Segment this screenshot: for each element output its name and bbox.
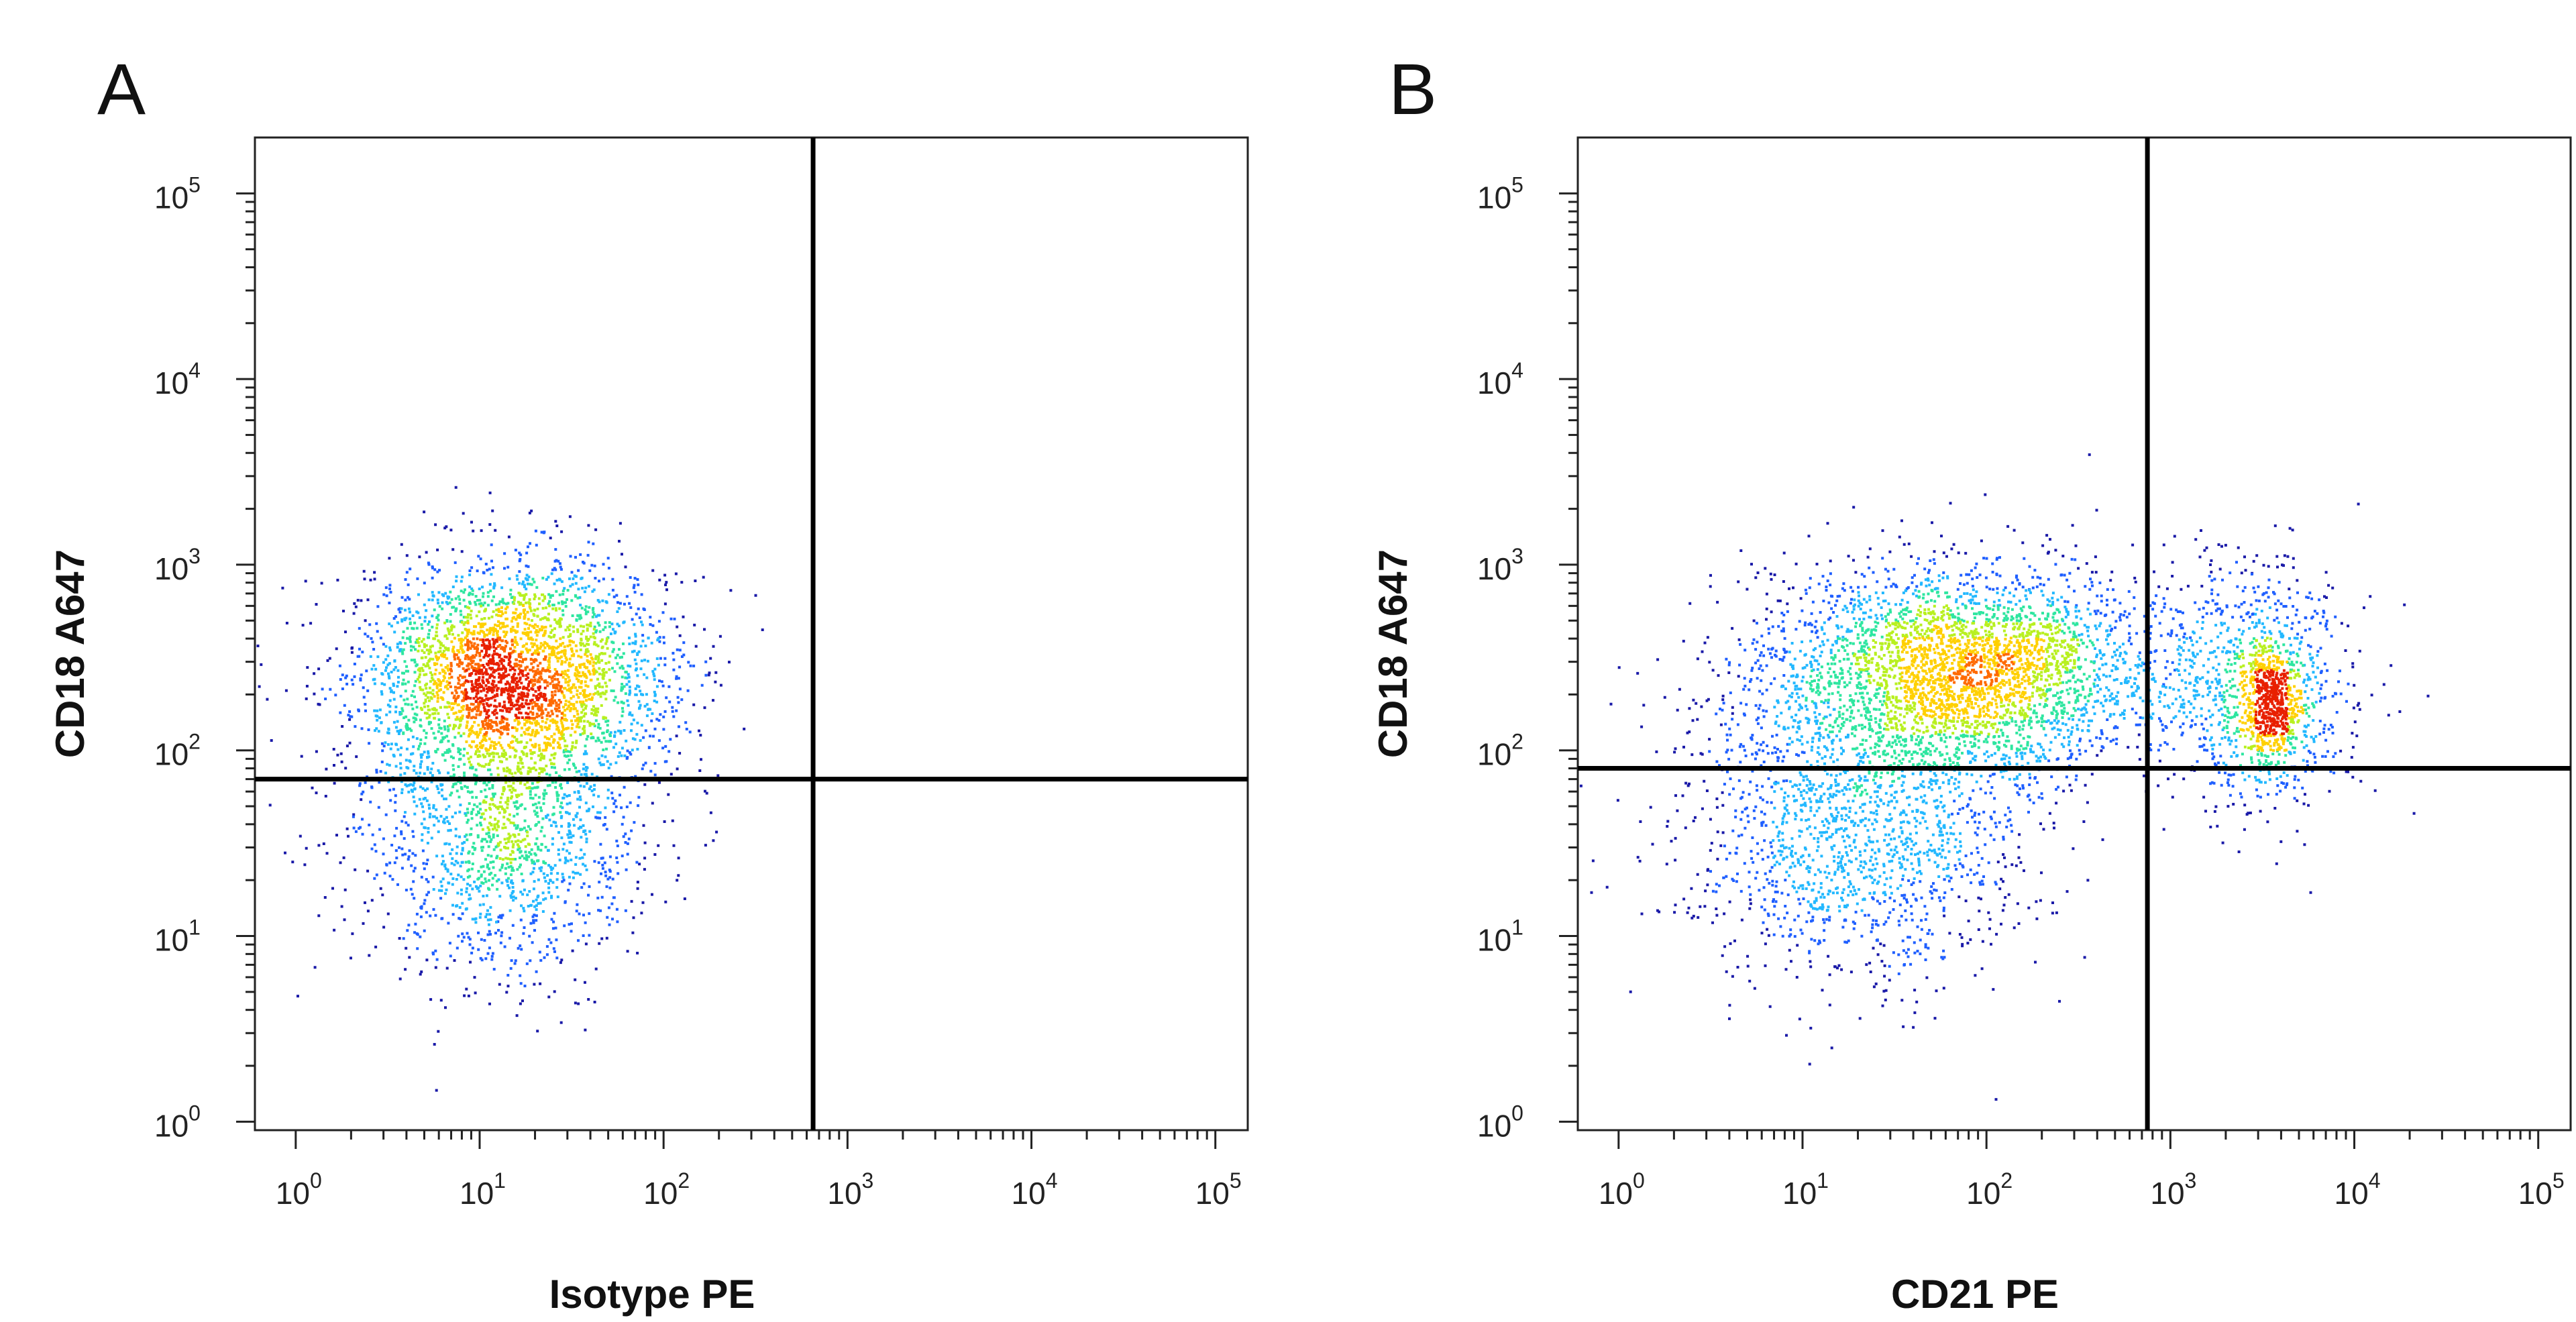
event-dots bbox=[1579, 453, 2430, 1101]
y-tick-label: 101 bbox=[154, 916, 201, 958]
x-tick-label: 104 bbox=[1012, 1168, 1058, 1211]
event-density-band-6 bbox=[448, 637, 564, 736]
y-tick-label: 105 bbox=[154, 172, 201, 215]
event-density-band-6 bbox=[1948, 653, 2015, 687]
x-tick-label: 102 bbox=[643, 1168, 690, 1211]
event-density-band-2 bbox=[1772, 574, 2321, 913]
panel-b-plot: B 100 101 102 103 104 105 100 101 102 103 104 105 CD2… bbox=[1371, 48, 2572, 1317]
y-tick-label: 101 bbox=[1477, 916, 1523, 958]
y-tick-label: 105 bbox=[1477, 172, 1523, 215]
y-tick-label: 103 bbox=[154, 544, 201, 586]
x-tick-label: 100 bbox=[1599, 1168, 1645, 1211]
event-density-band-2 bbox=[369, 572, 660, 926]
x-axis-title: CD21 PE bbox=[1891, 1272, 2059, 1317]
y-axis-title: CD18 A647 bbox=[1371, 549, 1415, 758]
y-tick-label: 102 bbox=[154, 730, 201, 772]
x-tick-label: 101 bbox=[460, 1168, 506, 1211]
event-density-band-7 bbox=[2254, 669, 2289, 736]
x-tick-label: 105 bbox=[2518, 1168, 2565, 1211]
x-tick-label: 104 bbox=[2334, 1168, 2381, 1211]
panel-a-plot: A 100 101 102 103 104 105 100 101 102 103 104 105 Iso… bbox=[48, 48, 1249, 1317]
x-tick-label: 103 bbox=[2150, 1168, 2196, 1211]
event-density-band-3 bbox=[1805, 588, 2316, 797]
y-tick-label: 104 bbox=[1477, 358, 1523, 400]
x-tick-label: 101 bbox=[1782, 1168, 1829, 1211]
y-axis-title: CD18 A647 bbox=[48, 549, 93, 758]
y-tick-label: 103 bbox=[1477, 544, 1523, 586]
event-density-band-7 bbox=[464, 638, 547, 720]
y-tick-label: 100 bbox=[154, 1101, 201, 1143]
event-dots bbox=[256, 486, 764, 1092]
y-tick-label: 100 bbox=[1477, 1101, 1523, 1143]
event-density-band-4 bbox=[416, 592, 612, 865]
panel-letter: B bbox=[1389, 48, 1437, 129]
y-tick-label: 104 bbox=[154, 358, 201, 400]
panel-letter: A bbox=[97, 48, 146, 129]
x-tick-label: 105 bbox=[1195, 1168, 1242, 1211]
x-tick-label: 103 bbox=[827, 1168, 873, 1211]
y-tick-label: 102 bbox=[1477, 730, 1523, 772]
x-tick-label: 100 bbox=[276, 1168, 322, 1211]
event-density-band-5 bbox=[432, 604, 596, 752]
x-axis-title: Isotype PE bbox=[549, 1272, 755, 1317]
x-tick-label: 102 bbox=[1966, 1168, 2012, 1211]
